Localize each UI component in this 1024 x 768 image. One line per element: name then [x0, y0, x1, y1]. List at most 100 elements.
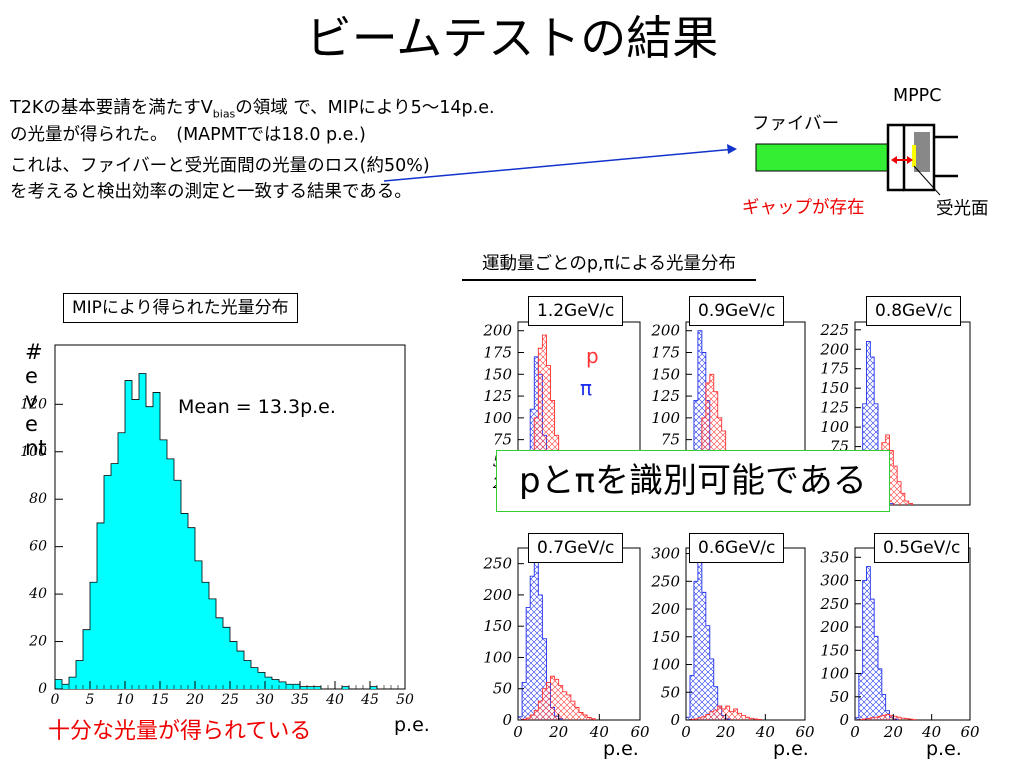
gap-label: ギャップが存在: [742, 198, 865, 218]
panel-ytick-label: 150: [651, 628, 680, 646]
slide-title: ビームテストの結果: [305, 11, 719, 65]
mip-bar: [307, 686, 314, 689]
panel-series-outline: [854, 566, 898, 720]
mip-ytick-label: 20: [28, 634, 47, 650]
panel-xtick-label: 0: [513, 723, 523, 741]
mip-ylabel: #event: [25, 340, 47, 460]
mip-xtick-label: 5: [86, 692, 95, 708]
panel-bar: [526, 718, 531, 720]
panel-bar: [522, 719, 527, 720]
mip-xtick-label: 0: [51, 692, 60, 708]
panel-bar: [717, 706, 722, 720]
panel-ytick-label: 50: [830, 688, 850, 706]
panel-bar: [697, 559, 702, 720]
panel-series-outline: [686, 705, 762, 721]
panel-bar: [866, 566, 871, 720]
mip-bar: [69, 677, 76, 689]
panel-bar: [705, 714, 710, 720]
panel-ytick-label: 50: [661, 683, 681, 701]
mip-bar: [300, 686, 307, 689]
panel-bar: [570, 701, 575, 720]
panel-bar: [893, 716, 898, 720]
panel-bar: [558, 685, 563, 720]
panel-ytick-label: 125: [820, 399, 849, 417]
gap-arrow-head-right: [907, 156, 913, 164]
mip-bar: [195, 560, 202, 689]
mip-bar: [90, 582, 97, 689]
panel-ytick-label: 150: [820, 379, 849, 397]
panel-bar: [550, 676, 555, 720]
panel-xlabel-0.6: p.e.: [773, 738, 809, 760]
mip-xlabel: p.e.: [394, 714, 430, 736]
panel-bar: [689, 675, 694, 720]
panel-bar: [530, 576, 535, 720]
panel-bar: [713, 686, 718, 720]
panel-label-0.9: 0.9GeV/c: [689, 296, 785, 326]
panel-series-outline: [855, 713, 917, 721]
mip-bar: [153, 392, 160, 689]
panel-bar: [558, 718, 563, 720]
panel-bar: [897, 717, 901, 720]
panel-ytick-label: 250: [819, 595, 849, 613]
legend-p: p: [586, 344, 599, 368]
panel-bar: [733, 708, 738, 720]
panel-bar: [904, 501, 909, 505]
mip-ytick-label: 40: [28, 586, 47, 602]
panel-series-outline: [517, 556, 564, 720]
mip-xtick-label: 25: [220, 692, 239, 708]
panel-bar: [878, 668, 882, 720]
panel-bar: [566, 694, 571, 720]
pointer-arrow-head: [727, 144, 737, 154]
panel-bar: [745, 717, 750, 720]
mip-bar: [370, 686, 377, 689]
panel-xtick-label: 20: [548, 723, 569, 741]
panel-bar: [693, 581, 698, 720]
mppc-body: [914, 132, 930, 172]
panel-ytick-label: 200: [650, 322, 680, 340]
mip-ytick-label: 80: [29, 491, 47, 507]
panel-bar: [546, 682, 551, 720]
panel-bar: [693, 718, 698, 720]
panel-bar: [862, 580, 867, 720]
panel-bar: [858, 673, 863, 720]
mip-bar: [216, 617, 223, 689]
mip-outline: [54, 373, 405, 690]
mip-bar: [188, 527, 195, 689]
mip-bar: [286, 684, 293, 689]
mip-bar: [244, 660, 251, 689]
panel-bar: [713, 710, 718, 720]
mip-bar: [62, 684, 69, 689]
panel-bar: [587, 717, 592, 720]
panel-bar: [562, 691, 567, 720]
momentum-title: 運動量ごとのp,πによる光量分布: [462, 250, 757, 281]
mip-bar: [174, 480, 181, 689]
panel-ytick-label: 0: [839, 711, 849, 729]
panel-bar: [908, 719, 913, 720]
panel-ytick-label: 200: [650, 600, 680, 618]
panel-bar: [881, 694, 886, 720]
panel-bar: [901, 718, 905, 720]
panel-ytick-label: 200: [819, 340, 849, 358]
mip-bar: [83, 629, 90, 689]
intro-line-1: T2Kの基本要請を満たすVbiasの領域 で、MIPにより5〜14p.e.: [10, 97, 495, 126]
panel-frame: [685, 547, 806, 721]
panel-bar: [534, 710, 539, 720]
panel-bar: [701, 716, 706, 720]
mppc-housing: [902, 123, 936, 192]
panel-bar: [686, 717, 690, 720]
panel-bar: [530, 714, 535, 720]
panel-bar: [741, 715, 746, 720]
mip-bar: [97, 522, 104, 689]
mip-box-label: MIPにより得られた光量分布: [63, 293, 298, 323]
panel-bar: [725, 706, 730, 720]
panel-bar: [701, 592, 706, 720]
panel-ytick-label: 350: [820, 548, 849, 566]
panel-bar: [753, 718, 758, 720]
mip-bar: [202, 582, 209, 689]
panel-xtick-label: 0: [681, 723, 691, 741]
panel-bar: [546, 682, 551, 720]
mip-bar: [160, 439, 167, 689]
panel-bar: [550, 707, 555, 720]
panel-bar: [855, 717, 859, 720]
panel-ytick-label: 175: [483, 344, 512, 362]
